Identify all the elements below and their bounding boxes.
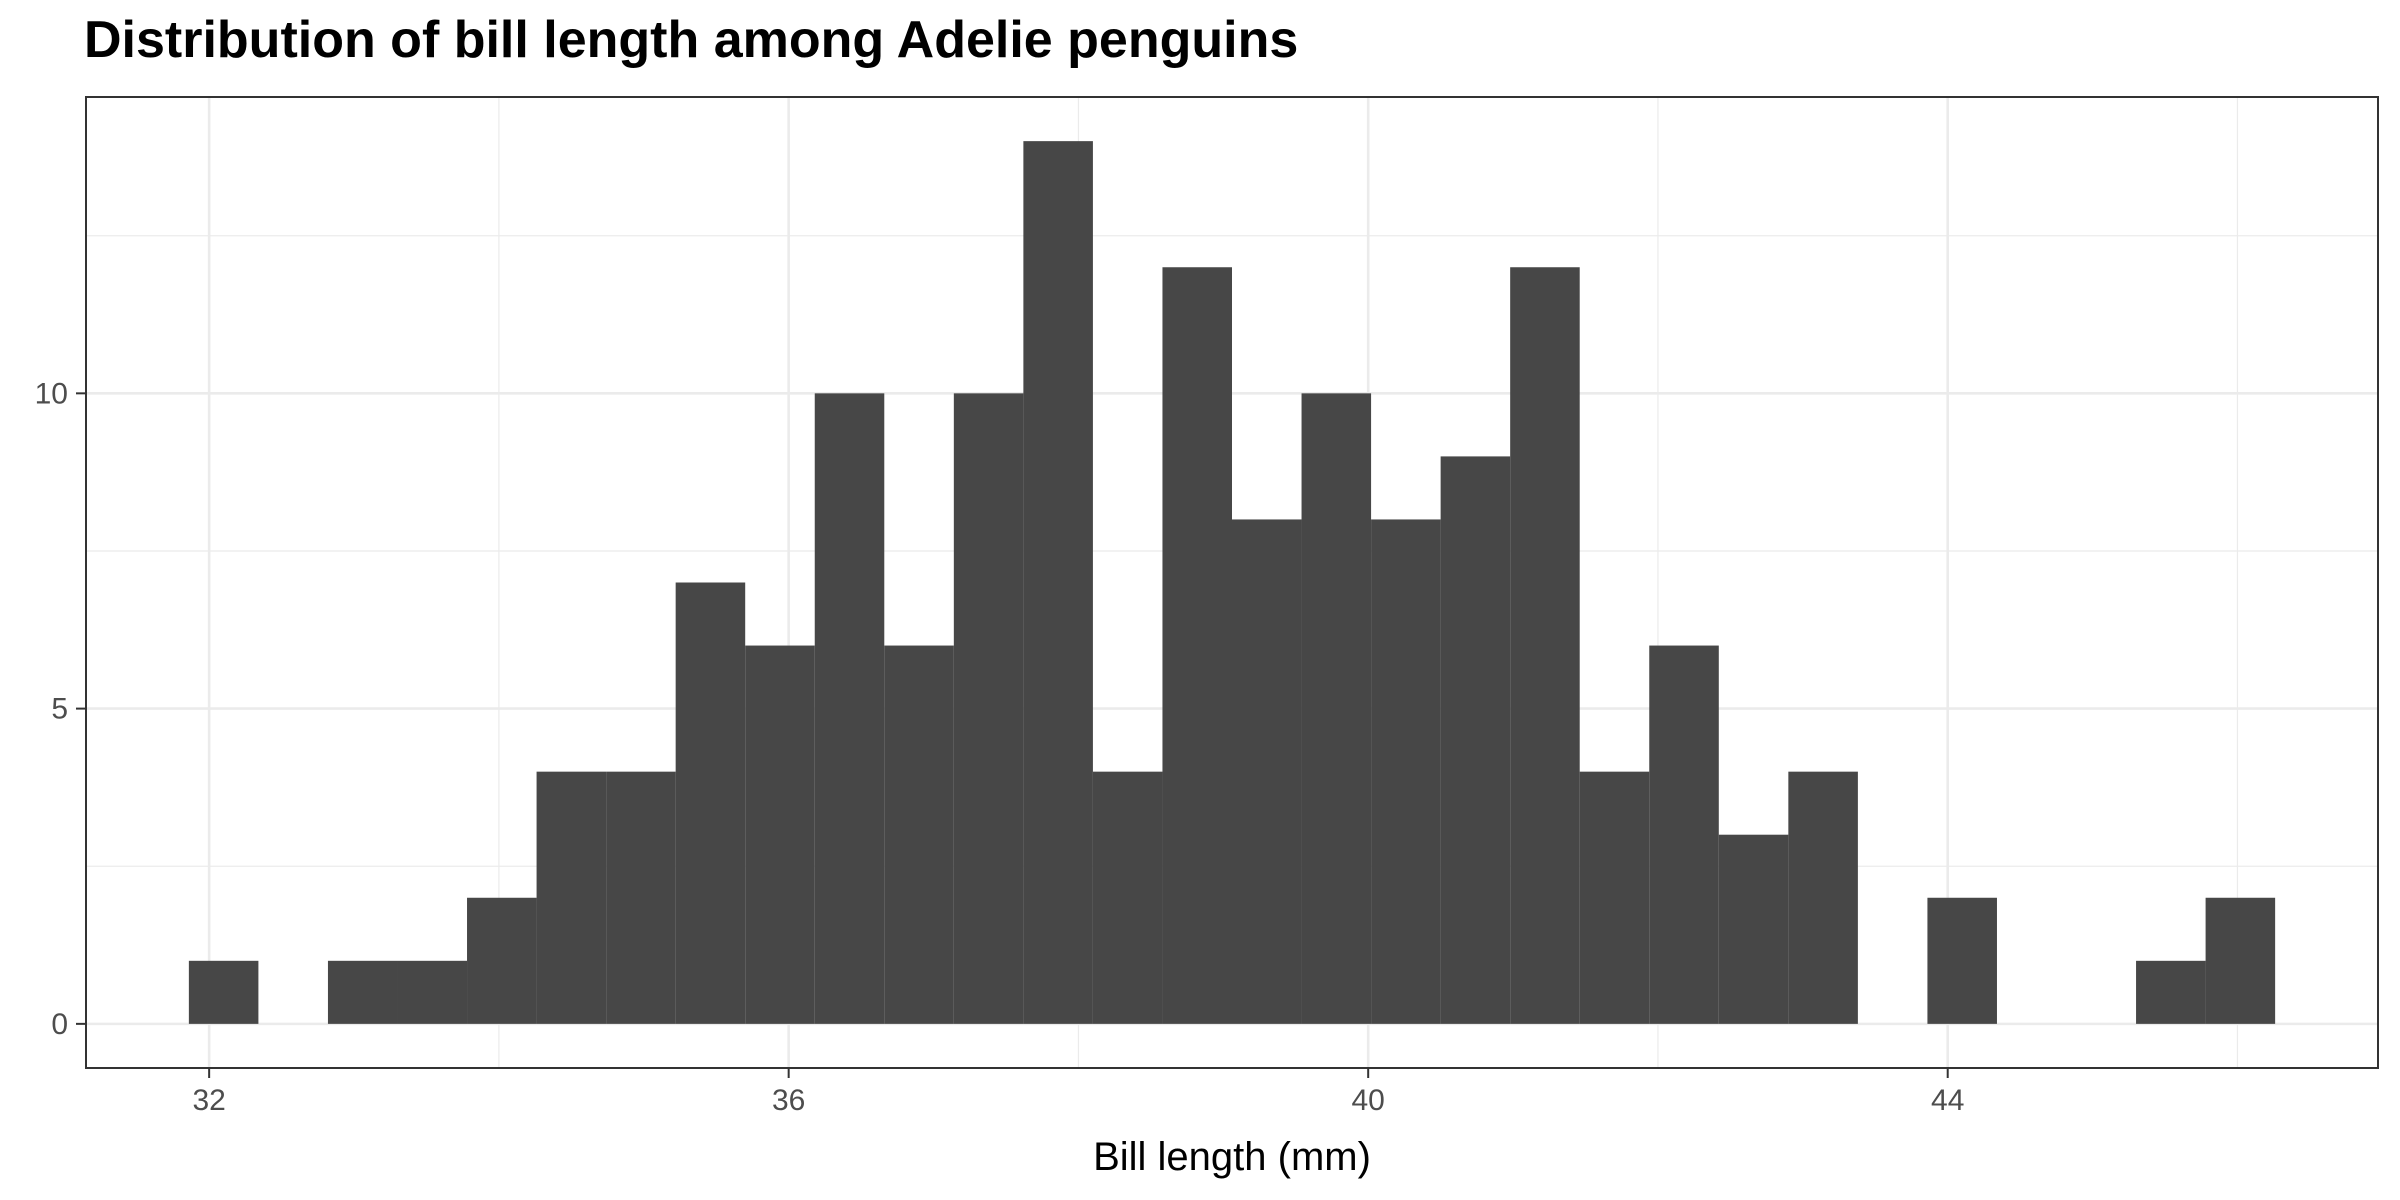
histogram-bar [1301,393,1372,1024]
histogram-bar [1232,519,1302,1024]
histogram-bar [2136,960,2206,1024]
bar-layer [188,141,2276,1024]
y-tick-label: 5 [51,693,68,726]
histogram-bar [536,771,607,1024]
histogram-bar [953,393,1024,1024]
x-axis: 32 36 40 44 [192,1068,1964,1117]
panel-border [85,96,2379,1069]
histogram-bar [1162,267,1232,1024]
histogram-bar [1649,645,1719,1024]
histogram-bar [1510,267,1580,1024]
histogram-bar [2205,897,2276,1024]
histogram-bar [467,897,537,1024]
histogram-bar [1092,771,1163,1024]
histogram-bar [675,582,746,1024]
x-tick-label: 40 [1351,1084,1384,1117]
histogram-bar [606,771,676,1024]
y-tick-label: 0 [51,1008,68,1041]
chart-title: Distribution of bill length among Adelie… [84,11,1299,69]
histogram-bar [1927,897,1997,1024]
x-axis-title: Bill length (mm) [1093,1135,1371,1179]
histogram-bar [1023,141,1093,1024]
histogram-bar [1579,771,1650,1024]
x-tick-label: 44 [1931,1084,1964,1117]
histogram-bar [1371,519,1441,1024]
histogram-bar [1440,456,1511,1024]
histogram-bar [814,393,885,1024]
x-tick-label: 32 [192,1084,225,1117]
x-tick-label: 36 [772,1084,805,1117]
histogram-bar [327,960,398,1024]
histogram-bar [1718,834,1789,1024]
histogram-bar [397,960,468,1024]
histogram-bar [1788,771,1858,1024]
histogram-bar [745,645,815,1024]
y-axis: 0 5 10 [35,377,86,1041]
y-tick-label: 10 [35,377,68,410]
histogram-bar [188,960,259,1024]
histogram-bar [884,645,954,1024]
